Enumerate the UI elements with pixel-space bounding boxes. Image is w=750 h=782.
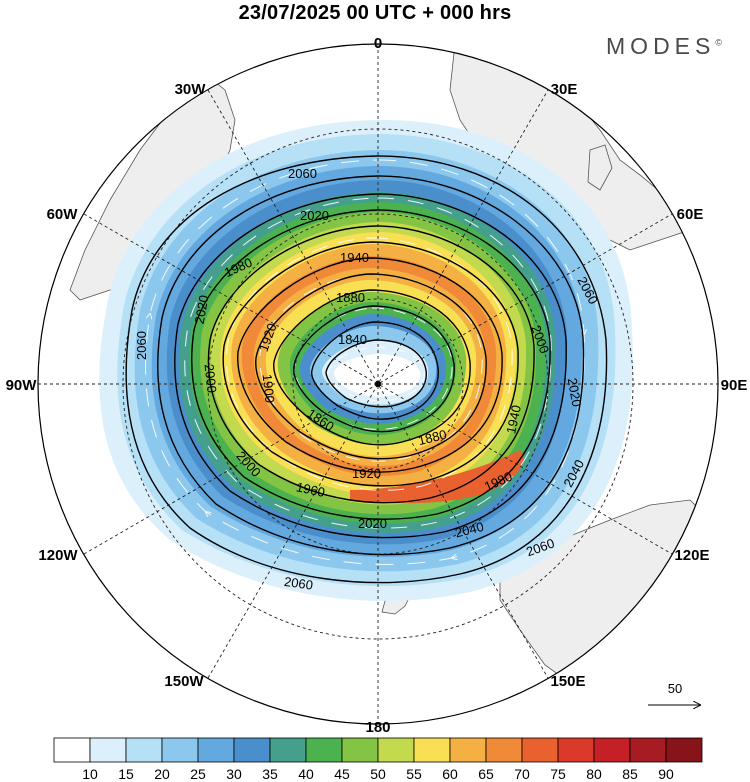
colorbar-swatch	[521, 737, 559, 763]
contour-label-1940a: 1940	[340, 250, 369, 265]
graticule	[38, 44, 718, 724]
lon-label-120e: 120E	[674, 547, 709, 564]
colorbar-swatch	[341, 737, 379, 763]
contour-label-2020c: 2020	[358, 516, 387, 531]
contour-label-1940b: 1940	[503, 404, 524, 435]
lon-label-30e: 30E	[551, 81, 578, 98]
contour-1860	[311, 321, 439, 420]
longitude-labels: 0 30E 60E 90E 120E 150E 180 150W 120W 90…	[6, 35, 748, 736]
colorbar-label: 70	[514, 766, 530, 782]
colorbar-swatch	[53, 737, 91, 763]
lon-label-90w: 90W	[6, 377, 38, 394]
contour-2000	[191, 209, 551, 520]
contour-1960	[222, 241, 519, 487]
contour-2040	[157, 175, 585, 556]
colorbar: 10 15 20 25 30 35 40 45 50 55 60 65 70 75 80 85 90	[53, 737, 703, 782]
contour-label-1880a: 1880	[336, 290, 365, 305]
colorbar-label: 80	[586, 766, 602, 782]
lon-label-180: 180	[365, 719, 390, 736]
contour-1840	[325, 339, 427, 408]
lon-label-120w: 120W	[38, 547, 78, 564]
contour-1980	[207, 225, 535, 504]
colorbar-swatch	[197, 737, 235, 763]
colorbar-swatch	[485, 737, 523, 763]
colorbar-label: 55	[406, 766, 422, 782]
contour-label-1960a: 1960	[295, 479, 326, 500]
contour-1900	[273, 289, 471, 446]
colorbar-swatch	[233, 737, 271, 763]
colorbar-label: 25	[190, 766, 206, 782]
lon-label-60w: 60W	[47, 206, 79, 223]
contour-label-2000b: 2000	[202, 363, 220, 393]
colorbar-label: 60	[442, 766, 458, 782]
map-disk	[38, 44, 718, 724]
contour-label-2060a: 2060	[288, 166, 317, 181]
colorbar-label: 45	[334, 766, 350, 782]
colorbar-swatch	[89, 737, 127, 763]
brand-mark: ©	[715, 37, 722, 48]
contour-label-2040b: 2040	[454, 519, 486, 541]
reference-vector-label: 50	[668, 681, 682, 696]
colorbar-swatch	[449, 737, 487, 763]
height-contours	[125, 155, 608, 584]
madagascar-land	[587, 144, 613, 191]
colorbar-swatch	[665, 737, 703, 763]
colorbar-swatch	[593, 737, 631, 763]
lon-label-0: 0	[374, 35, 382, 52]
modes-logo: MODES©	[606, 33, 722, 60]
brand-text: MODES	[606, 33, 716, 59]
arrow-ring-1	[145, 159, 585, 565]
colorbar-swatch	[161, 737, 199, 763]
meridian-120	[83, 213, 673, 555]
colorbar-label: 65	[478, 766, 494, 782]
colorbar-label: 30	[226, 766, 242, 782]
lon-label-150e: 150E	[550, 673, 585, 690]
colorbar-swatch	[413, 737, 451, 763]
contour-2060	[125, 155, 608, 584]
reference-vector: 50	[648, 681, 700, 705]
meridian-30	[207, 89, 549, 679]
contour-label-1920b: 1920	[352, 466, 381, 481]
colorbar-swatch	[125, 737, 163, 763]
colorbar-label: 35	[262, 766, 278, 782]
meridian-60	[83, 213, 673, 555]
colorbar-label: 20	[154, 766, 170, 782]
colorbar-label: 10	[82, 766, 98, 782]
contour-label-2020b: 2020	[565, 377, 585, 408]
colorbar-label: 90	[658, 766, 674, 782]
map-boundary	[37, 43, 719, 725]
colorbar-swatch	[269, 737, 307, 763]
contour-label-1880b: 1880	[416, 427, 448, 449]
lon-label-150w: 150W	[164, 673, 204, 690]
colorbar-label: 75	[550, 766, 566, 782]
colorbar-label: 15	[118, 766, 134, 782]
meridian-150	[207, 89, 549, 679]
contour-label-2060b: 2060	[134, 331, 149, 360]
contour-label-2060e: 2060	[283, 574, 314, 593]
colorbar-swatch	[629, 737, 667, 763]
colorbar-swatch	[377, 737, 415, 763]
colorbar-label: 50	[370, 766, 386, 782]
contour-label-2020d: 2020	[192, 294, 212, 325]
contour-label-2020a: 2020	[300, 208, 329, 223]
colorbar-swatch	[305, 737, 343, 763]
colorbar-swatch	[557, 737, 595, 763]
colorbar-label: 85	[622, 766, 638, 782]
contour-1940	[237, 257, 503, 473]
arrow-ring-6	[327, 346, 425, 402]
lon-label-90e: 90E	[721, 377, 748, 394]
colorbar-label: 40	[298, 766, 314, 782]
contour-label-1900a: 1900	[260, 373, 278, 403]
pole-dot	[375, 381, 381, 387]
lon-label-30w: 30W	[175, 81, 207, 98]
contour-1880	[293, 305, 455, 433]
chart-title: 23/07/2025 00 UTC + 000 hrs	[238, 2, 512, 24]
contour-label-1840a: 1840	[338, 332, 367, 347]
lon-label-60e: 60E	[677, 206, 704, 223]
contour-2020	[174, 193, 567, 539]
